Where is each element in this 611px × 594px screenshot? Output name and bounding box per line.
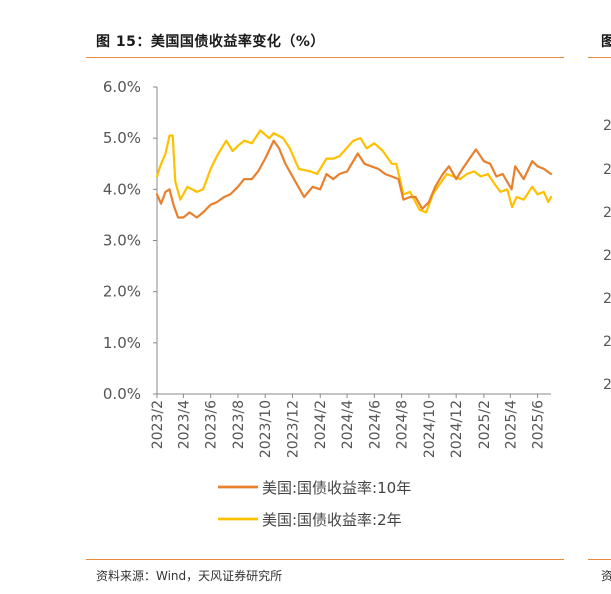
y-tick-label: 3.0%: [103, 232, 141, 250]
x-tick-label: 2024/4: [340, 400, 356, 449]
x-tick-label: 2024/8: [395, 400, 411, 449]
figure-title: 图 15：美国国债收益率变化（%）: [96, 34, 325, 50]
chart-axes: 0.0% 1.0% 2.0% 3.0% 4.0% 5.0% 6.0% 2023/2 2023/4…: [103, 78, 551, 458]
x-tick-label: 2025/2: [477, 400, 493, 449]
y-tick-label: 1.0%: [103, 334, 141, 352]
neighbor-top-rule: [588, 57, 611, 58]
y-tick-label: 5.0%: [103, 129, 141, 147]
y-tick-label: 2.0%: [103, 283, 141, 301]
x-tick-label: 2023/10: [258, 400, 274, 458]
x-tick-label: 2024/12: [449, 400, 465, 458]
neighbor-tick: 2: [603, 291, 611, 307]
y-tick-label: 6.0%: [103, 78, 141, 96]
legend-label: 美国:国债收益率:10年: [262, 479, 411, 497]
top-rule: [86, 57, 564, 58]
neighbor-title-fragment: 图: [601, 34, 611, 50]
x-tick-label: 2025/6: [531, 400, 547, 449]
neighbor-bottom-rule: [588, 559, 611, 560]
chart-series: [155, 129, 553, 219]
x-tick-label: 2025/4: [503, 400, 519, 449]
y-tick-label: 4.0%: [103, 180, 141, 198]
x-tick-label: 2023/12: [286, 400, 302, 458]
series-line-10y: [155, 139, 553, 219]
bottom-rule: [86, 559, 564, 560]
x-tick-label: 2023/2: [150, 400, 166, 449]
neighbor-tick: 2: [603, 377, 611, 393]
source-note: 资料来源：Wind，天风证券研究所: [96, 569, 283, 583]
x-tick-label: 2024/2: [313, 400, 329, 449]
x-tick-label: 2023/8: [231, 400, 247, 449]
x-tick-label: 2024/6: [367, 400, 383, 449]
neighbor-tick: 2: [603, 118, 611, 134]
legend-label: 美国:国债收益率:2年: [262, 511, 402, 529]
x-tick-label: 2023/6: [204, 400, 220, 449]
neighbor-tick: 2: [603, 162, 611, 178]
series-line-2y: [155, 129, 553, 214]
y-tick-label: 0.0%: [103, 385, 141, 403]
x-tick-label: 2024/10: [422, 400, 438, 458]
neighbor-source-fragment: 资: [601, 569, 611, 583]
x-tick-label: 2023/4: [176, 400, 192, 449]
neighbor-tick: 2: [603, 248, 611, 264]
neighbor-tick: 2: [603, 334, 611, 350]
neighbor-tick: 2: [603, 205, 611, 221]
